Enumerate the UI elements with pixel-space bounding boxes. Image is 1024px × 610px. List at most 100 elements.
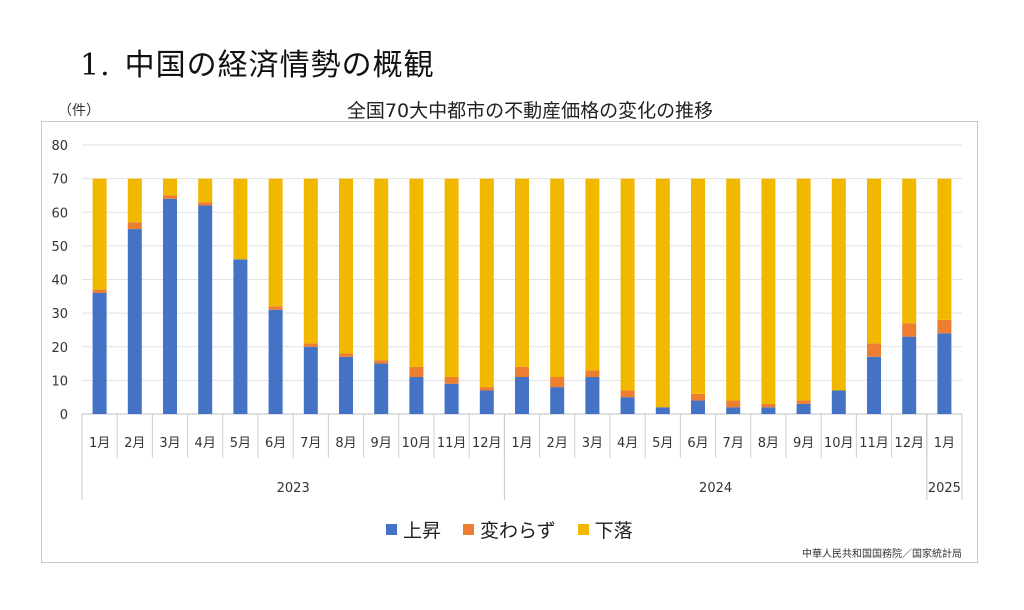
- legend-label-fall: 下落: [594, 520, 633, 542]
- bar-rise-19: [761, 407, 776, 414]
- y-tick-label-10: 10: [51, 374, 68, 389]
- bar-rise-13: [550, 387, 565, 414]
- legend-swatch-rise: [386, 524, 397, 535]
- x-tick-label-13: 2月: [547, 436, 568, 451]
- bar-fall-23: [902, 178, 917, 324]
- bar-rise-12: [515, 377, 529, 414]
- bar-rise-8: [374, 363, 389, 414]
- legend-item-fall: 下落: [577, 516, 633, 543]
- bar-rise-17: [691, 400, 705, 414]
- x-tick-label-20: 9月: [793, 436, 814, 451]
- x-tick-label-11: 12月: [472, 436, 502, 451]
- bar-fall-10: [444, 178, 459, 378]
- y-tick-label-0: 0: [60, 408, 68, 423]
- x-tick-label-3: 4月: [195, 436, 216, 451]
- chart-title: 全国70大中都市の不動産価格の変化の推移: [346, 100, 714, 122]
- x-tick-label-23: 12月: [894, 436, 924, 451]
- x-tick-label-10: 11月: [437, 436, 467, 451]
- x-tick-label-22: 11月: [859, 436, 889, 451]
- year-label-2024: 2024: [699, 481, 732, 496]
- bar-fall-18: [726, 178, 741, 401]
- x-tick-label-9: 10月: [402, 436, 432, 451]
- y-tick-label-50: 50: [51, 240, 68, 255]
- x-tick-label-19: 8月: [758, 436, 779, 451]
- heading-text: 中国の経済情勢の概観: [124, 48, 435, 83]
- bar-fall-17: [691, 178, 705, 394]
- bar-fall-19: [761, 178, 776, 404]
- bar-rise-11: [479, 390, 494, 414]
- bar-unchanged-5: [268, 306, 283, 310]
- bar-fall-16: [655, 178, 670, 408]
- x-tick-label-16: 5月: [652, 436, 673, 451]
- x-tick-label-18: 7月: [723, 436, 744, 451]
- page-heading: 1. 中国の経済情勢の概観: [80, 40, 435, 84]
- bar-fall-2: [163, 178, 177, 196]
- year-label-2025: 2025: [928, 481, 961, 496]
- bar-unchanged-9: [409, 366, 424, 378]
- x-tick-label-24: 1月: [934, 436, 955, 451]
- bar-fall-22: [867, 178, 881, 344]
- bar-unchanged-3: [198, 202, 213, 206]
- x-tick-label-5: 6月: [265, 436, 286, 451]
- bar-fall-20: [796, 178, 811, 401]
- bar-unchanged-10: [444, 377, 459, 384]
- bar-unchanged-2: [163, 195, 177, 199]
- y-tick-label-60: 60: [51, 206, 68, 221]
- bar-fall-0: [92, 178, 107, 290]
- bar-rise-0: [92, 292, 107, 414]
- bar-unchanged-6: [303, 343, 318, 347]
- y-tick-label-20: 20: [51, 341, 68, 356]
- legend-swatch-fall: [577, 524, 589, 535]
- bar-rise-9: [409, 377, 424, 414]
- bar-rise-6: [303, 346, 318, 414]
- x-tick-label-1: 2月: [124, 436, 145, 451]
- bar-fall-9: [409, 178, 424, 367]
- legend-swatch-unchanged: [463, 524, 475, 535]
- bar-fall-5: [268, 178, 283, 307]
- bar-unchanged-24: [937, 319, 952, 334]
- legend-item-rise: 上昇: [386, 516, 441, 543]
- bar-unchanged-15: [620, 390, 635, 398]
- bar-rise-16: [655, 407, 670, 414]
- bar-unchanged-14: [585, 370, 600, 378]
- year-label-2023: 2023: [277, 481, 310, 496]
- x-tick-label-8: 9月: [371, 436, 392, 451]
- legend-label-unchanged: 変わらず: [480, 520, 556, 542]
- y-tick-label-80: 80: [51, 139, 68, 154]
- bar-fall-6: [303, 178, 318, 344]
- bar-fall-1: [127, 178, 142, 223]
- bar-unchanged-19: [761, 403, 776, 408]
- bar-fall-13: [550, 178, 565, 378]
- x-tick-label-2: 3月: [159, 436, 180, 451]
- bar-rise-15: [620, 397, 635, 414]
- bar-rise-20: [796, 403, 811, 414]
- bar-rise-18: [726, 407, 741, 414]
- x-tick-label-14: 3月: [582, 436, 603, 451]
- y-axis-unit: （件）: [58, 103, 100, 119]
- bar-unchanged-23: [902, 323, 917, 337]
- bar-unchanged-0: [92, 289, 107, 293]
- bar-rise-7: [339, 356, 353, 414]
- bar-unchanged-11: [479, 387, 494, 391]
- bar-fall-24: [937, 178, 952, 320]
- bar-rise-1: [127, 229, 142, 414]
- bar-rise-2: [163, 198, 177, 414]
- bar-rise-3: [198, 205, 213, 414]
- bar-fall-8: [374, 178, 389, 361]
- bar-rise-23: [902, 336, 917, 414]
- bar-fall-15: [620, 178, 635, 391]
- bar-fall-4: [233, 178, 248, 260]
- bar-unchanged-17: [691, 393, 705, 401]
- x-tick-label-7: 8月: [335, 436, 356, 451]
- bar-rise-10: [444, 383, 459, 414]
- y-tick-label-70: 70: [51, 173, 68, 188]
- x-tick-label-4: 5月: [230, 436, 251, 451]
- x-tick-label-15: 4月: [617, 436, 638, 451]
- bar-rise-5: [268, 309, 283, 414]
- x-tick-label-6: 7月: [300, 436, 321, 451]
- bar-fall-7: [339, 178, 353, 354]
- bar-unchanged-12: [515, 366, 529, 378]
- y-tick-label-30: 30: [51, 307, 68, 322]
- chart-legend: 上昇 変わらず 下落: [386, 516, 633, 543]
